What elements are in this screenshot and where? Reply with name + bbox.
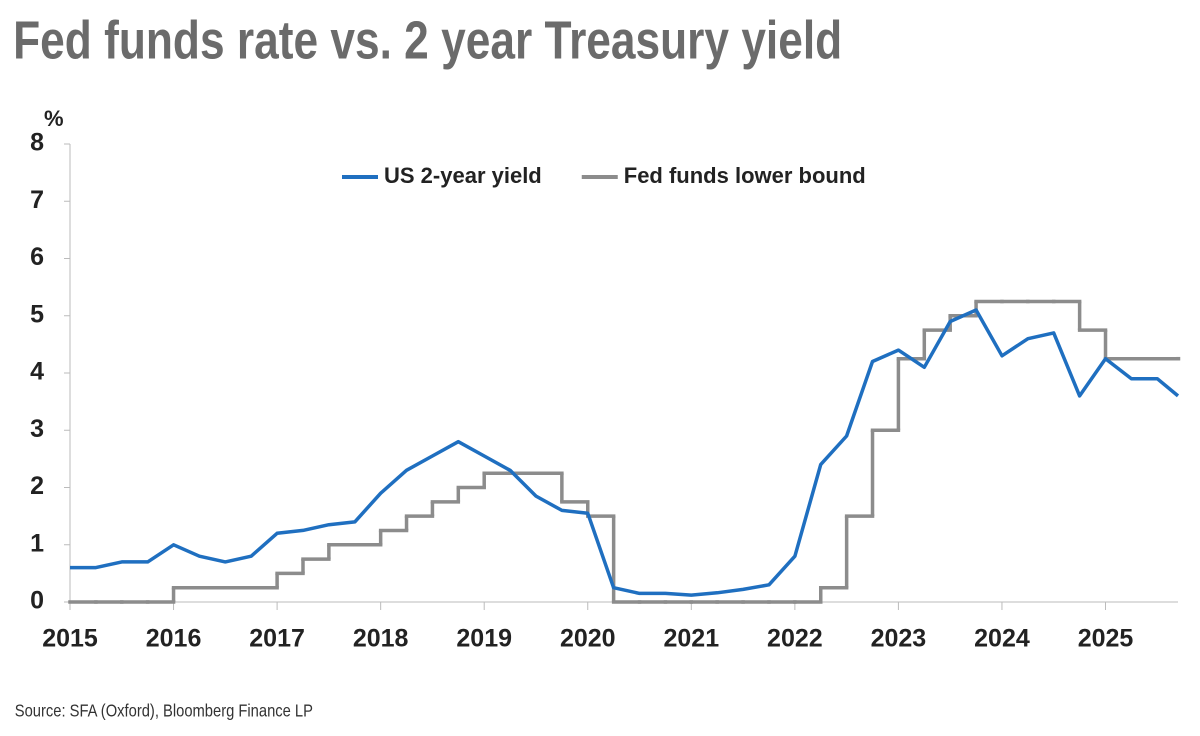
y-tick-label: 1: [30, 529, 44, 557]
chart-title: Fed funds rate vs. 2 year Treasury yield: [13, 10, 842, 70]
x-tick-label: 2017: [249, 625, 305, 653]
x-tick-label: 2019: [456, 625, 512, 653]
x-tick-label: 2022: [767, 625, 823, 653]
legend-label: Fed funds lower bound: [624, 163, 866, 188]
x-tick-label: 2020: [560, 625, 616, 653]
y-tick-label: 7: [30, 186, 44, 214]
x-tick-label: 2024: [974, 625, 1030, 653]
source: Source: SFA (Oxford), Bloomberg Finance …: [15, 701, 313, 721]
x-tick-label: 2023: [871, 625, 927, 653]
series-line: [70, 308, 1180, 597]
x-tick-label: 2021: [663, 625, 719, 653]
y-tick-label: 2: [30, 472, 44, 500]
x-tick-label: 2018: [353, 625, 409, 653]
y-tick-label: 8: [30, 129, 44, 157]
y-axis-label: %: [44, 106, 64, 131]
x-tick-label: 2016: [146, 625, 202, 653]
x-tick-label: 2015: [42, 625, 98, 653]
y-tick-label: 6: [30, 243, 44, 271]
x-tick-label: 2025: [1078, 625, 1134, 653]
y-tick-label: 5: [30, 300, 44, 328]
legend-label: US 2-year yield: [384, 163, 542, 188]
y-tick-label: 4: [30, 358, 44, 386]
y-tick-label: 0: [30, 587, 44, 615]
y-tick-label: 3: [30, 415, 44, 443]
